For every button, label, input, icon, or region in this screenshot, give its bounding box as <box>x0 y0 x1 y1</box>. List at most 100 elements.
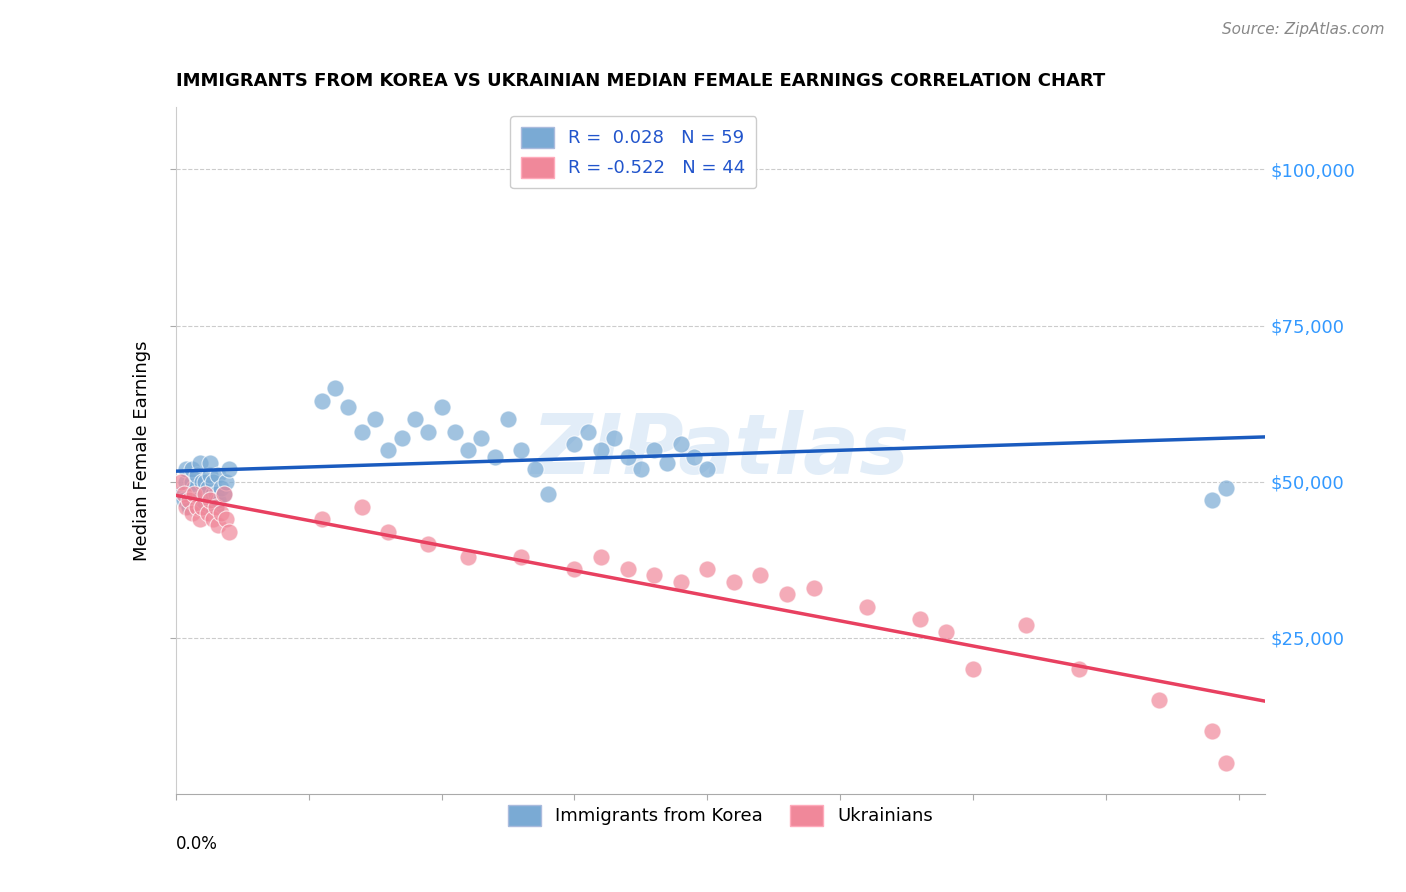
Point <box>215 512 238 526</box>
Point <box>908 612 931 626</box>
Point <box>177 500 200 514</box>
Y-axis label: Median Female Earnings: Median Female Earnings <box>134 340 152 561</box>
Point <box>200 468 222 483</box>
Point <box>201 487 224 501</box>
Point <box>1015 618 1038 632</box>
Point <box>1147 693 1170 707</box>
Text: Source: ZipAtlas.com: Source: ZipAtlas.com <box>1222 22 1385 37</box>
Point <box>180 462 202 476</box>
Point <box>683 450 706 464</box>
Point <box>186 500 208 514</box>
Point <box>564 437 586 451</box>
Point <box>377 443 399 458</box>
Point <box>696 462 718 476</box>
Point <box>1201 724 1223 739</box>
Point <box>589 549 612 564</box>
Point <box>197 506 219 520</box>
Point <box>377 524 399 539</box>
Point <box>209 481 232 495</box>
Point <box>180 475 202 489</box>
Point <box>749 568 772 582</box>
Point <box>776 587 799 601</box>
Point <box>723 574 745 589</box>
Point <box>350 500 373 514</box>
Point <box>935 624 957 639</box>
Text: IMMIGRANTS FROM KOREA VS UKRAINIAN MEDIAN FEMALE EARNINGS CORRELATION CHART: IMMIGRANTS FROM KOREA VS UKRAINIAN MEDIA… <box>176 72 1105 90</box>
Point <box>209 506 232 520</box>
Point <box>643 568 665 582</box>
Point <box>191 500 214 514</box>
Point <box>176 500 198 514</box>
Point <box>311 393 333 408</box>
Point <box>1215 756 1237 770</box>
Point <box>201 475 224 489</box>
Point <box>218 462 240 476</box>
Point <box>418 537 440 551</box>
Point <box>170 475 193 489</box>
Point <box>173 487 195 501</box>
Point <box>1201 493 1223 508</box>
Point <box>603 431 626 445</box>
Point <box>194 475 217 489</box>
Point <box>643 443 665 458</box>
Point <box>564 562 586 576</box>
Point <box>183 487 205 501</box>
Point <box>218 524 240 539</box>
Point <box>537 487 560 501</box>
Point <box>364 412 387 426</box>
Point <box>589 443 612 458</box>
Point <box>204 500 226 514</box>
Point <box>484 450 506 464</box>
Point <box>803 581 825 595</box>
Point <box>177 493 200 508</box>
Point <box>1215 481 1237 495</box>
Text: ZIPatlas: ZIPatlas <box>531 410 910 491</box>
Point <box>337 400 360 414</box>
Point <box>186 493 208 508</box>
Point <box>180 506 202 520</box>
Legend: Immigrants from Korea, Ukrainians: Immigrants from Korea, Ukrainians <box>501 797 941 833</box>
Point <box>657 456 679 470</box>
Point <box>207 468 229 483</box>
Point <box>962 662 984 676</box>
Point <box>197 481 219 495</box>
Point <box>418 425 440 439</box>
Point <box>443 425 465 439</box>
Point <box>191 500 214 514</box>
Point <box>194 487 217 501</box>
Point <box>212 487 235 501</box>
Point <box>470 431 492 445</box>
Point <box>183 481 205 495</box>
Point <box>201 512 224 526</box>
Point <box>696 562 718 576</box>
Point <box>170 487 193 501</box>
Point <box>404 412 426 426</box>
Point <box>188 512 211 526</box>
Point <box>855 599 877 614</box>
Point <box>457 443 479 458</box>
Point <box>186 468 208 483</box>
Point <box>510 443 533 458</box>
Point <box>669 437 692 451</box>
Point <box>194 487 217 501</box>
Point <box>616 562 638 576</box>
Point <box>212 487 235 501</box>
Point <box>200 493 222 508</box>
Point <box>523 462 546 476</box>
Point <box>204 487 226 501</box>
Point <box>1069 662 1091 676</box>
Point <box>191 475 214 489</box>
Point <box>188 456 211 470</box>
Point <box>576 425 599 439</box>
Point <box>207 518 229 533</box>
Point <box>630 462 652 476</box>
Point <box>197 493 219 508</box>
Point <box>311 512 333 526</box>
Point <box>207 493 229 508</box>
Point <box>204 500 226 514</box>
Point <box>616 450 638 464</box>
Point <box>457 549 479 564</box>
Point <box>350 425 373 439</box>
Point <box>215 475 238 489</box>
Point <box>176 462 198 476</box>
